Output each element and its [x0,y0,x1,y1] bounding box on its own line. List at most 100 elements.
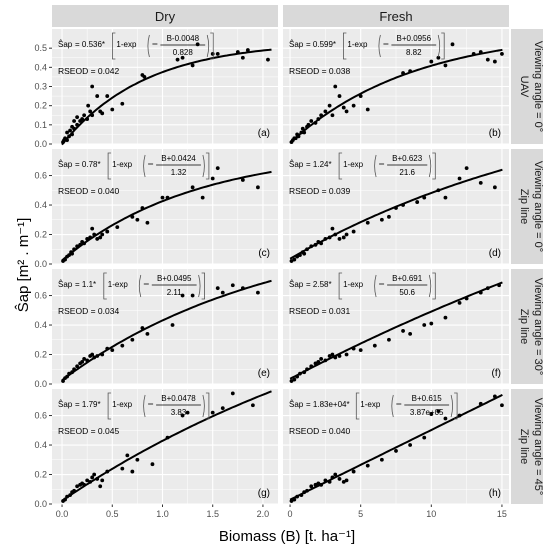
data-point [210,410,215,415]
data-point [464,166,469,171]
data-point [130,337,135,342]
row-strip-line2: Viewing angle = 45° [532,398,544,495]
y-tick-label: 0.6 [34,171,47,181]
equation-paren-right [437,34,441,58]
y-tick-label: 0.3 [34,82,47,92]
data-point [100,478,105,483]
data-point [436,55,441,60]
data-point [344,478,349,483]
data-point [344,232,349,237]
data-point [327,103,332,108]
equation-bracket-right [205,152,210,180]
data-point [82,357,87,361]
data-point [492,185,497,190]
data-point [289,259,294,263]
x-tick-label: 0.0 [56,509,69,519]
equation-lhs: Ŝap [58,400,73,409]
data-point [443,315,448,320]
panel-background [52,269,278,384]
x-tick-label: 0.5 [106,509,119,519]
row-strip-line2: Viewing angle = 0° [532,41,544,132]
data-point [135,217,140,222]
data-point [200,195,205,200]
y-tick-label: 0.6 [34,291,47,301]
equation-coefficient: = 1.79* [75,400,101,409]
data-point [394,449,398,453]
column-strip-dry-bg [52,5,278,27]
x-tick-label: 0 [288,509,293,519]
data-point [330,226,335,231]
equation-paren-left [391,394,394,418]
equation-bracket-right [432,152,436,180]
equation-bracket-right [205,392,210,420]
data-point [492,59,497,64]
fit-curve [289,281,503,380]
data-point [327,354,332,358]
data-point [323,109,328,114]
equation-coefficient: = 0.78* [75,160,101,169]
data-point [379,217,384,222]
data-point [90,84,95,89]
equation-lhs: Ŝap [289,160,304,169]
equation-exp: 1-exp [112,160,133,169]
equation-coefficient: = 2.58* [306,280,332,289]
data-point [341,235,346,240]
data-point [289,379,294,383]
data-point [145,331,150,336]
equation-bracket-right [454,392,458,420]
data-point [115,225,120,230]
data-point [215,286,220,291]
column-strip-fresh: Fresh [379,9,412,24]
panel-letter: (f) [492,368,501,379]
fit-curve [61,390,272,502]
fit-curve [289,48,503,144]
data-point [190,63,195,68]
data-point [180,293,185,298]
data-point [330,113,335,118]
x-axis-title: Biomass (B) [t. ha⁻¹] [219,528,355,545]
y-tick-label: 0.2 [34,470,47,480]
data-point [230,391,235,396]
equation-bracket-left [107,152,112,180]
y-tick-label: 0.2 [34,350,47,360]
data-point [351,469,356,474]
data-point [365,107,370,112]
rseod-label: RSEOD = 0.031 [289,306,350,316]
equation-paren-left [147,34,150,58]
data-point [105,229,110,234]
data-point [105,94,110,98]
data-point [210,52,215,56]
column-strip-fresh-bg [283,5,509,27]
data-point [341,105,346,110]
row-strip-line2: Viewing angle = 30° [532,278,544,375]
data-point [210,176,215,181]
data-point [65,130,69,135]
panel-g: 0.0 0.5 1.0 1.5 2.0 0.0 0.2 0.4 0.6 Ŝap = 1.79* 1-e… [34,389,278,519]
equation-paren-left [378,34,381,58]
data-point [443,63,448,68]
data-point [485,57,490,62]
data-point [365,463,370,468]
data-point [82,113,87,118]
data-point [415,200,420,204]
equation-coefficient: = 1.1* [75,280,96,289]
y-tick-label: 0.4 [34,320,47,330]
data-point [120,101,125,106]
rseod-label: RSEOD = 0.042 [58,66,119,76]
panel-c: 0.0 0.2 0.4 0.6 Ŝap = 0.78* 1-exp B+0.0424 1.32 R… [34,149,278,269]
data-point [110,107,115,112]
data-point [95,94,100,98]
fit-curve [289,168,503,260]
data-point [408,443,413,447]
equation-bracket-right [210,32,214,60]
panel-d: Ŝap = 1.24* 1-exp B+0.623 21.6 RSEOD = 0.039 (… [283,149,509,265]
data-point [351,103,356,108]
equation-paren-right [206,34,210,58]
panel-letter: (b) [489,128,501,139]
data-point [185,410,190,415]
data-point [309,119,314,123]
y-tick-label: 0.0 [34,139,47,149]
equation-coefficient: = 0.599* [306,40,336,49]
data-point [75,484,80,489]
equation-paren-left [374,154,377,178]
